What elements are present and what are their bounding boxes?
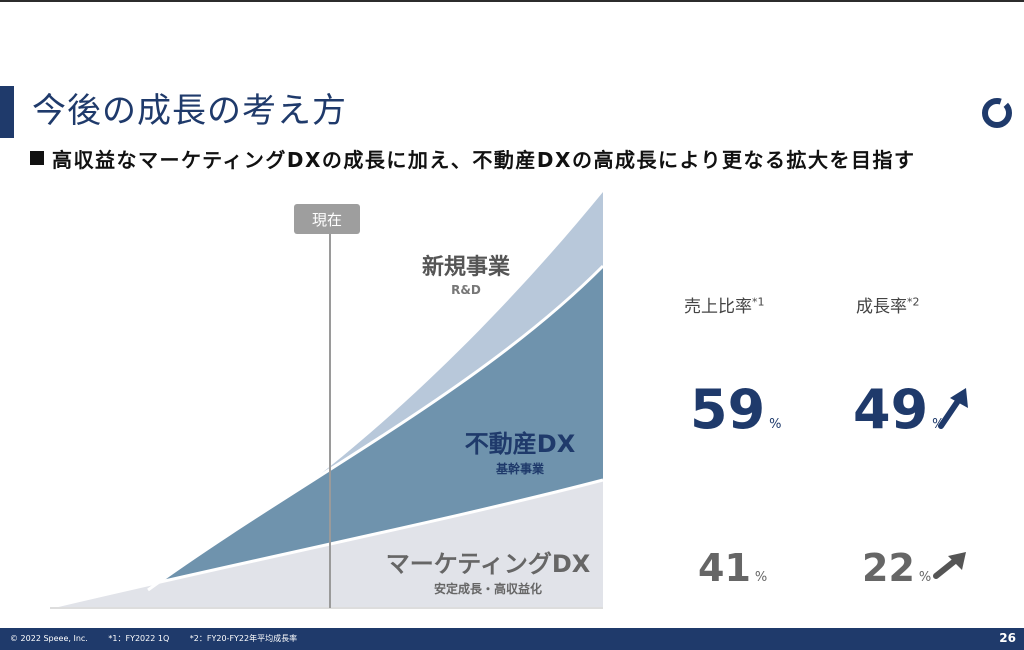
page-number: 26 [999, 631, 1016, 645]
now-marker-box [294, 204, 360, 234]
bullet-square-icon [30, 151, 44, 165]
growth-marketing-dx: 22% [862, 546, 932, 590]
label-marketing-dx: マーケティングDX [386, 550, 591, 578]
slide-title: 今後の成長の考え方 [32, 91, 347, 131]
footer-note-2: *2：FY20-FY22年平均成長率 [189, 634, 298, 643]
label-real-estate-dx-sub: 基幹事業 [495, 461, 545, 476]
label-new-business: 新規事業 [422, 254, 511, 280]
steep-up-arrow-icon [938, 388, 968, 429]
gentle-up-arrow-icon [933, 552, 966, 579]
label-real-estate-dx: 不動産DX [465, 430, 576, 458]
top-border [0, 0, 1024, 2]
subtitle-text: 高収益なマーケティングDXの成長に加え、不動産DXの高成長により更なる拡大を目指… [52, 148, 916, 172]
growth-area-chart: 現在 新規事業 R&D 不動産DX 基幹事業 マーケティングDX 安定成長・高収… [50, 192, 605, 609]
ratio-marketing-dx: 41% [698, 546, 768, 590]
header-growth-rate: 成長率*2 [856, 295, 920, 317]
boundary-line-upper [147, 264, 605, 592]
footer-copyright: © 2022 Speee, Inc. [10, 634, 88, 643]
footer-note-1: *1：FY2022 1Q [108, 634, 170, 643]
area-marketing-dx [52, 480, 603, 607]
slide-subtitle: 高収益なマーケティングDXの成長に加え、不動産DXの高成長により更なる拡大を目指… [30, 148, 990, 172]
title-accent-bar [0, 86, 14, 138]
logo-ring-icon [982, 98, 1012, 128]
ratio-real-estate-dx: 59% [690, 378, 782, 441]
label-marketing-dx-sub: 安定成長・高収益化 [434, 581, 542, 596]
footer-bar: © 2022 Speee, Inc. *1：FY2022 1Q *2：FY20-… [0, 628, 1024, 650]
boundary-line-lower [51, 478, 604, 609]
header-sales-ratio: 売上比率*1 [684, 295, 765, 317]
label-new-business-sub: R&D [451, 283, 481, 297]
footer-notes: © 2022 Speee, Inc. *1：FY2022 1Q *2：FY20-… [10, 633, 315, 644]
growth-real-estate-dx: 49% [853, 378, 945, 441]
now-marker-label: 現在 [312, 211, 342, 229]
